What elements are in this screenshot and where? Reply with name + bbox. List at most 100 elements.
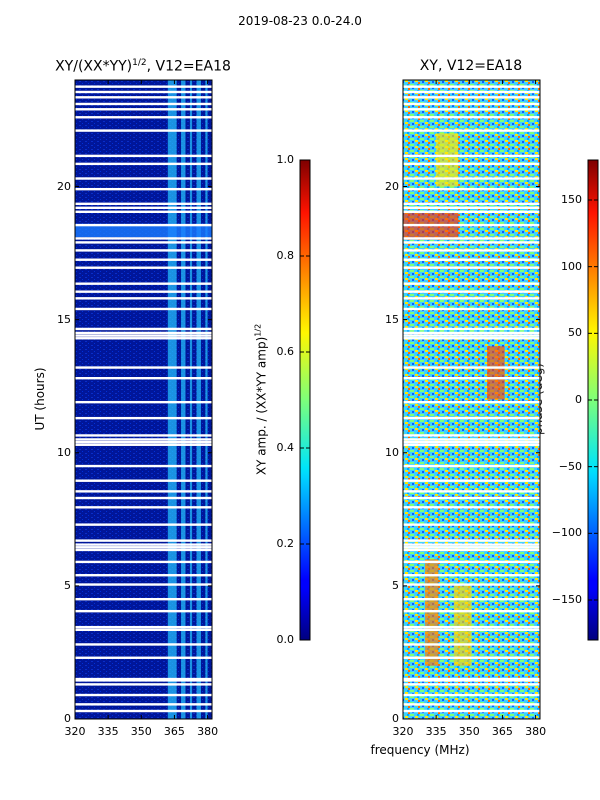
flagged-time-gap <box>75 96 212 99</box>
flagged-time-gap <box>75 583 212 586</box>
x-tick-label: 320 <box>64 725 86 738</box>
flagged-time-gap <box>75 703 212 706</box>
left-title-tail: , V12=EA18 <box>146 58 231 75</box>
flagged-time-gap <box>403 90 540 94</box>
flagged-time-gap <box>75 679 212 682</box>
amplitude-heatmap-background <box>75 80 212 719</box>
colorbar-tick-label: 1.0 <box>276 153 295 166</box>
flagged-time-gap <box>75 327 212 331</box>
flagged-time-gap <box>75 574 212 577</box>
colorbar-tick-label: 100 <box>561 259 582 273</box>
flagged-time-gap <box>75 307 212 311</box>
flagged-time-gap <box>403 440 540 444</box>
flagged-time-gap <box>75 210 212 213</box>
flagged-time-gap <box>403 116 540 119</box>
flagged-time-gap <box>403 574 540 577</box>
flagged-time-gap <box>403 102 540 106</box>
flagged-time-gap <box>75 223 212 227</box>
flagged-time-gap <box>403 241 540 244</box>
flagged-time-gap <box>403 327 540 331</box>
flagged-time-gap <box>403 709 540 713</box>
colorbar-tick-label: 0.4 <box>276 441 295 454</box>
flagged-time-gap <box>75 366 212 369</box>
flagged-time-gap <box>75 479 212 482</box>
colorbar-tick-label: 0.2 <box>276 537 295 550</box>
flagged-time-gap <box>75 202 212 206</box>
flagged-time-gap <box>403 266 540 269</box>
flagged-time-gap <box>403 162 540 166</box>
flagged-time-gap <box>75 643 212 646</box>
flagged-time-gap <box>403 249 540 252</box>
flagged-time-gap <box>403 307 540 311</box>
flagged-time-gap <box>403 683 540 686</box>
rfi-band <box>181 80 186 719</box>
x-tick-label: 365 <box>491 725 513 738</box>
flagged-time-gap <box>403 297 540 300</box>
flagged-time-gap <box>403 85 540 88</box>
flagged-time-gap <box>75 129 212 132</box>
x-tick-label: 335 <box>425 725 447 738</box>
flagged-time-gap <box>75 438 212 441</box>
colorbar-tick-label: −50 <box>558 459 582 473</box>
phase-heatmap <box>403 80 540 719</box>
flagged-time-gap <box>75 597 212 601</box>
y-tick-label: 15 <box>57 312 71 326</box>
flagged-time-gap <box>403 464 540 468</box>
flagged-time-gap <box>75 560 212 564</box>
flagged-time-gap <box>403 506 540 509</box>
flagged-time-gap <box>403 443 540 446</box>
flagged-time-gap <box>403 202 540 206</box>
flagged-time-gap <box>403 154 540 158</box>
x-tick-label: 350 <box>458 725 480 738</box>
colorbar-tick-label: −150 <box>551 593 582 606</box>
flagged-time-gap <box>403 643 540 646</box>
flagged-time-gap <box>403 210 540 213</box>
flagged-time-gap <box>75 709 212 713</box>
flagged-time-gap <box>403 548 540 552</box>
flagged-time-gap <box>75 539 212 542</box>
flagged-time-gap <box>403 656 540 659</box>
colorbar-tick-label: −100 <box>551 526 582 540</box>
y-tick-label: 20 <box>385 179 399 193</box>
y-tick-label: 10 <box>385 445 399 459</box>
flagged-time-gap <box>403 597 540 601</box>
y-tick-label: 15 <box>385 312 399 326</box>
flagged-time-gap <box>75 543 212 546</box>
flagged-time-gap <box>75 628 212 632</box>
flagged-time-gap <box>403 337 540 340</box>
flagged-time-gap <box>75 187 212 191</box>
flagged-time-gap <box>75 290 212 293</box>
flagged-time-gap <box>75 297 212 300</box>
rfi-band <box>167 80 177 719</box>
phase-feature <box>403 213 459 240</box>
flagged-time-gap <box>75 400 212 404</box>
flagged-time-gap <box>403 560 540 564</box>
flagged-time-gap <box>403 366 540 369</box>
flagged-time-gap <box>403 625 540 629</box>
flagged-time-gap <box>403 703 540 706</box>
left-axes-frame <box>74 79 213 720</box>
flagged-time-gap <box>403 583 540 586</box>
flagged-time-gap <box>403 177 540 180</box>
left-title-main: XY/(XX*YY) <box>55 58 133 75</box>
rfi-band <box>189 80 193 719</box>
flagged-time-gap <box>75 548 212 552</box>
flagged-time-gap <box>403 129 540 132</box>
right-axes-frame <box>402 79 541 720</box>
flagged-time-gap <box>403 479 540 482</box>
flagged-time-gap <box>403 237 540 240</box>
colorbar-tick-label: 0.8 <box>276 249 295 262</box>
flagged-time-gap <box>403 523 540 526</box>
flagged-time-gap <box>403 490 540 493</box>
right-x-axis-label: frequency (MHz) <box>370 743 470 757</box>
flagged-time-gap <box>403 400 540 404</box>
flagged-time-gap <box>75 282 212 285</box>
y-tick-label: 0 <box>392 712 399 725</box>
flagged-time-gap <box>75 677 212 681</box>
flagged-time-gap <box>403 108 540 111</box>
flagged-time-gap <box>403 416 540 420</box>
flagged-time-gap <box>75 496 212 500</box>
left-panel-title: XY/(XX*YY)1/2, V12=EA18 <box>40 58 246 75</box>
flagged-time-gap <box>75 331 212 335</box>
colorbar-tick-label: 0.6 <box>276 345 295 358</box>
